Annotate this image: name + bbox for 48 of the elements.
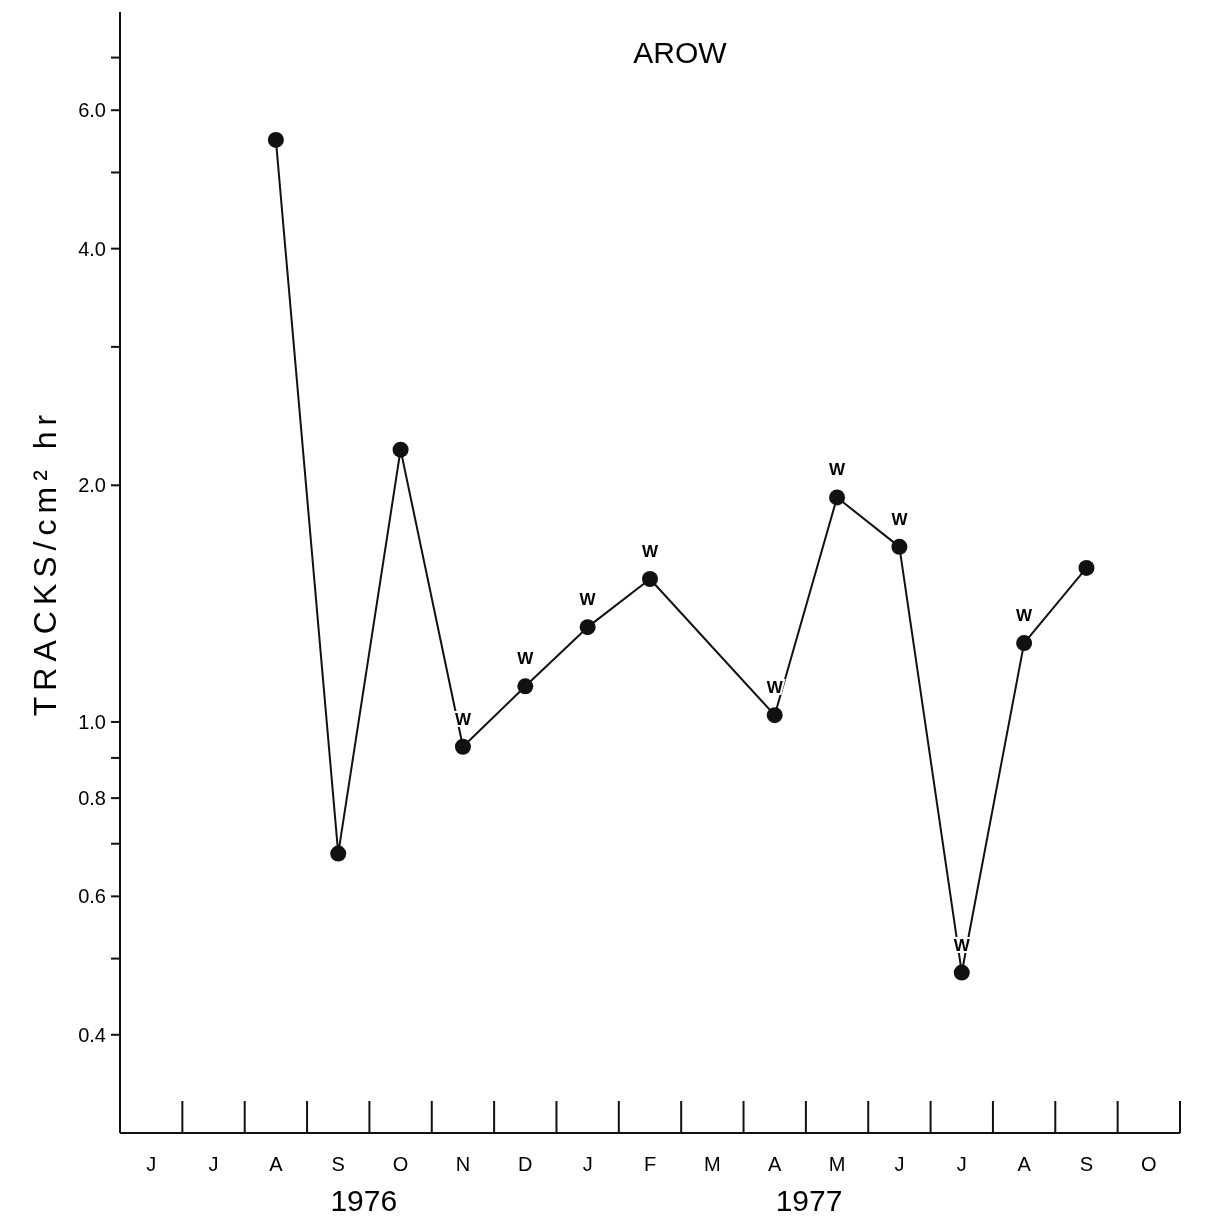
x-tick-label: A [768,1153,783,1175]
point [1078,559,1095,576]
text: 1977 [775,1184,843,1217]
x-tick-label: M [704,1153,721,1175]
data-label: W [517,649,535,669]
y-tick-label: 2.0 [78,474,106,497]
x-tick-label: A [1017,1153,1032,1175]
y-tick-label: 0.6 [78,885,106,908]
point [953,964,970,981]
point [517,678,534,695]
data-label: W [829,460,847,480]
y-tick-label: 6.0 [78,99,106,122]
point [642,571,658,587]
x-tick-label: N [455,1153,471,1175]
point [330,845,347,862]
text: AROW [633,36,728,69]
x-tick-label: O [1141,1153,1157,1175]
x-tick-label: J [146,1153,157,1175]
y-axis-title: TRACKS/cm² hr [27,408,63,717]
x-tick-label: S [331,1153,345,1175]
y-tick-label: 0.8 [78,787,106,810]
point [891,538,908,555]
data-label: W [891,509,909,529]
x-tick-label: D [518,1153,533,1175]
x-tick-label: J [894,1153,905,1175]
x-tick-label: J [208,1153,219,1175]
x-tick-label: S [1079,1153,1094,1175]
x-tick-label: M [828,1153,846,1175]
x-tick-label: F [643,1153,657,1175]
point [267,131,284,148]
point [579,619,596,636]
y-tick-label: 1.0 [78,710,106,733]
point [1016,635,1033,652]
x-tick-label: J [956,1153,967,1175]
x-tick-label: J [582,1153,593,1175]
x-tick-label: A [269,1153,284,1175]
point [829,489,846,506]
data-label: W [1016,606,1034,626]
text: 1976 [330,1184,398,1217]
data-label: W [766,678,784,698]
x-tick-label: O [392,1153,409,1175]
point [454,738,471,755]
y-tick-label: 0.4 [78,1023,106,1046]
data-label: W [641,542,659,561]
point [392,441,409,458]
y-tick-label: 4.0 [78,237,106,260]
data-label: W [579,590,597,610]
point [766,707,783,724]
